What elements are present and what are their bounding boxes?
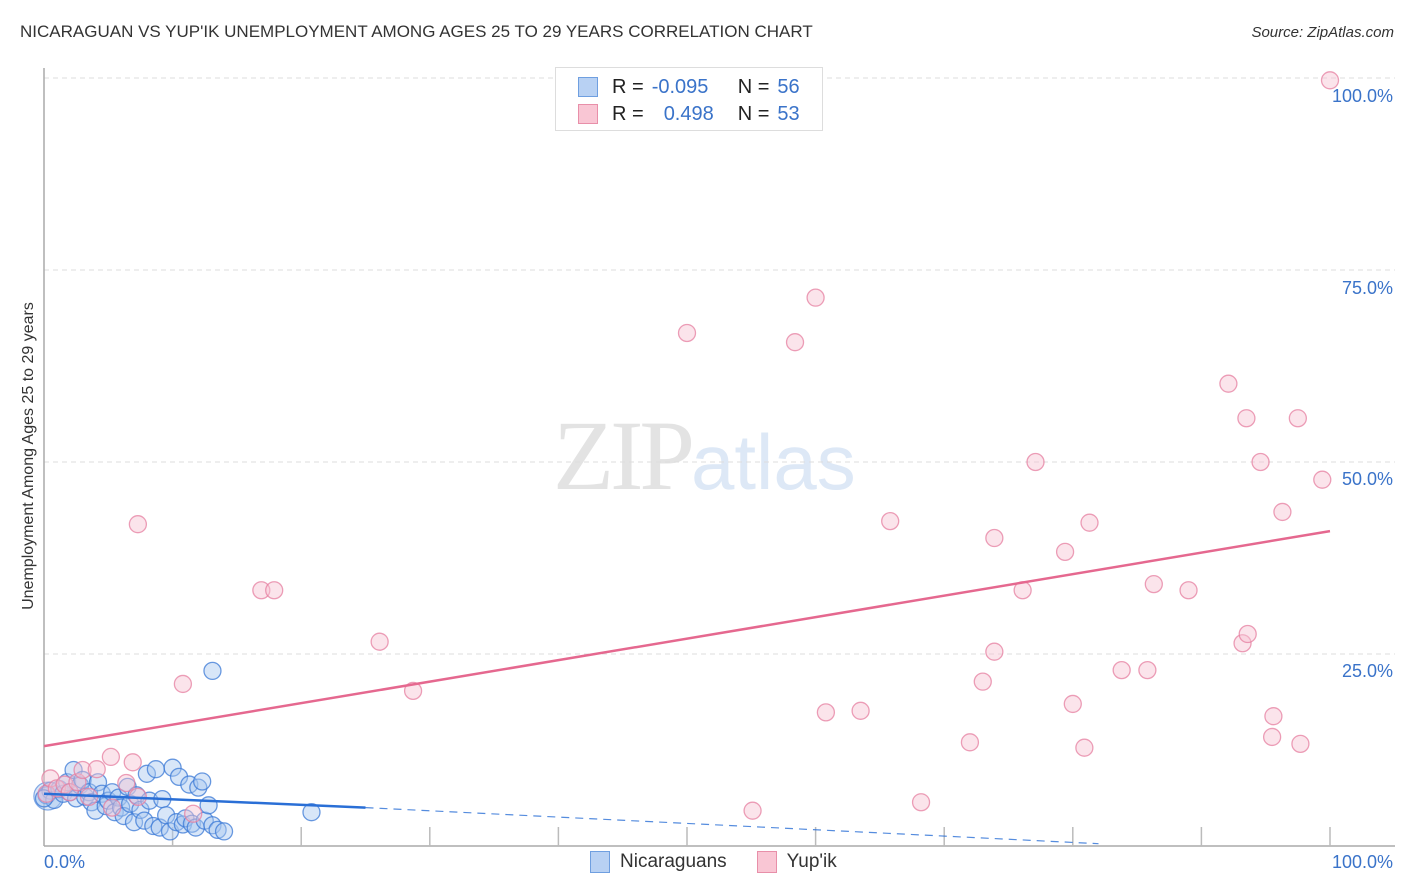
data-point (743, 801, 762, 820)
blue-swatch-icon (578, 77, 598, 97)
y-tick-75: 75.0% (1341, 278, 1393, 298)
data-point (193, 772, 212, 791)
data-point (203, 661, 222, 681)
data-point (144, 816, 163, 836)
data-point (911, 793, 931, 812)
series-legend: Nicaraguans Yup'ik (590, 851, 867, 873)
legend-item-nicaraguans[interactable]: Nicaraguans (590, 851, 727, 873)
data-point (960, 733, 980, 752)
trend-lines (43, 529, 1331, 845)
data-point (173, 674, 193, 694)
data-point (1251, 452, 1270, 472)
data-point (1264, 707, 1283, 726)
data-point (785, 333, 805, 352)
data-point (88, 773, 108, 792)
data-point (101, 747, 121, 767)
legend-item-yupik[interactable]: Yup'ik (756, 851, 837, 873)
data-point (1273, 502, 1292, 522)
legend-row-yupik: R = 0.498 N = 53 (578, 102, 800, 126)
data-point (1238, 624, 1257, 644)
data-point (117, 773, 136, 793)
r-value: -0.095 (651, 75, 709, 98)
data-point (403, 681, 423, 701)
data-point (146, 760, 166, 779)
chart-title: NICARAGUAN VS YUP'IK UNEMPLOYMENT AMONG … (20, 22, 813, 41)
yupik-points (37, 71, 1340, 823)
x-tick-0: 0.0% (44, 852, 86, 872)
data-point (1055, 542, 1075, 562)
r-label: R = (612, 75, 644, 98)
data-point (1179, 581, 1198, 600)
data-point (128, 515, 148, 534)
data-point (1219, 374, 1238, 393)
r-value: 0.498 (663, 102, 714, 125)
data-point (73, 760, 92, 780)
data-point (1026, 452, 1045, 472)
gridlines (44, 77, 1395, 655)
data-point (60, 783, 79, 802)
source-label: Source: ZipAtlas.com (1251, 24, 1394, 41)
y-tick-25: 25.0% (1341, 661, 1393, 681)
data-point (137, 764, 157, 783)
data-point (1320, 71, 1340, 90)
pink-swatch-icon (578, 104, 598, 124)
data-point (677, 323, 697, 343)
yupik-trend-line (43, 529, 1331, 748)
legend-row-nicaraguans: R = -0.095 N = 56 (578, 75, 800, 99)
y-axis-label: Unemployment Among Ages 25 to 29 years (20, 302, 37, 610)
data-point (973, 672, 992, 691)
legend-label: Yup'ik (786, 851, 837, 872)
data-point (1291, 734, 1310, 754)
nicaraguans-trend-line (43, 792, 366, 809)
n-value: 53 (777, 102, 800, 125)
n-label: N = (737, 102, 770, 125)
data-point (1063, 694, 1082, 714)
data-point (1262, 727, 1282, 747)
data-point (985, 642, 1004, 661)
data-point (199, 796, 218, 815)
data-point (208, 820, 227, 840)
nicaraguans-trend-extension (365, 807, 1099, 845)
data-point (135, 811, 154, 830)
pink-swatch-icon (756, 851, 777, 873)
data-point (806, 288, 825, 307)
data-point (1233, 634, 1252, 653)
data-point (252, 581, 271, 600)
y-tick-50: 50.0% (1341, 469, 1393, 489)
data-point (851, 701, 870, 720)
x-tick-100: 100.0% (1331, 852, 1393, 872)
blue-swatch-icon (590, 851, 610, 873)
data-point (265, 581, 284, 600)
data-point (1313, 470, 1332, 489)
data-point (1237, 409, 1256, 428)
data-point (816, 703, 836, 722)
data-point (881, 511, 900, 531)
n-label: N = (737, 75, 770, 98)
data-point (1080, 513, 1099, 532)
y-tick-100: 100.0% (1331, 86, 1393, 106)
data-point (87, 760, 106, 779)
data-point (1112, 660, 1131, 680)
data-point (103, 798, 122, 817)
data-point (1288, 409, 1307, 428)
data-point (1075, 738, 1094, 757)
data-point (302, 803, 321, 822)
data-point (985, 528, 1004, 548)
data-point (123, 753, 142, 772)
data-point (1138, 660, 1157, 680)
n-value: 56 (777, 75, 800, 98)
legend-label: Nicaraguans (620, 851, 727, 872)
data-point (370, 632, 389, 651)
r-label: R = (612, 102, 644, 125)
data-point (1144, 574, 1163, 594)
axes (43, 68, 1395, 847)
data-point (184, 804, 203, 823)
correlation-legend: R = -0.095 N = 56 R = 0.498 N = 53 (555, 67, 823, 131)
data-point (163, 758, 182, 777)
data-point (214, 822, 234, 841)
